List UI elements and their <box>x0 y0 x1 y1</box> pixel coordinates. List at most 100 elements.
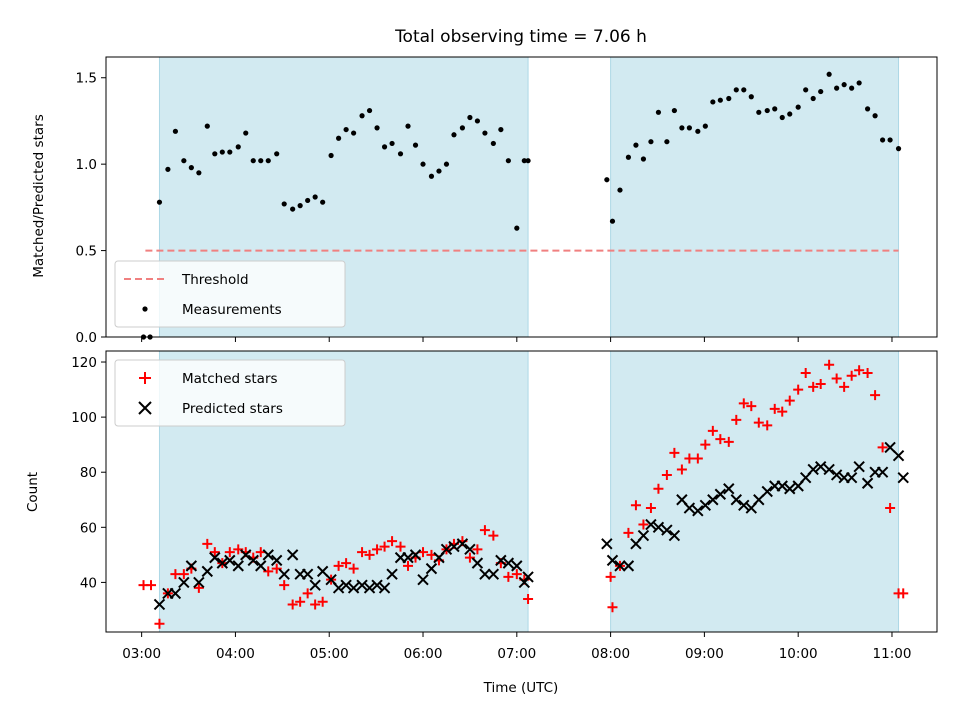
predicted-stars-point <box>518 576 531 589</box>
predicted-stars-point <box>683 502 696 514</box>
measurement-point <box>702 123 708 129</box>
measurement-point <box>880 137 886 143</box>
matched-stars-point <box>372 544 383 555</box>
matched-stars-point <box>661 469 672 480</box>
predicted-stars-point <box>440 543 453 556</box>
legend-label: Measurements <box>182 302 282 318</box>
x-tick-label: 05:00 <box>310 646 349 662</box>
matched-stars-point <box>630 500 641 511</box>
measurement-point <box>741 87 747 93</box>
measurement-point <box>212 151 218 157</box>
x-tick-label: 07:00 <box>497 646 536 662</box>
matched-stars-point <box>777 406 788 417</box>
measurement-point <box>748 94 754 100</box>
matched-stars-point <box>638 519 649 530</box>
matched-stars-point <box>885 503 896 514</box>
matched-stars-point <box>700 439 711 450</box>
measurement-point <box>498 126 504 133</box>
predicted-stars-point <box>471 557 484 569</box>
measurement-point <box>374 125 380 131</box>
legend-label: Matched stars <box>182 371 278 387</box>
predicted-stars-point <box>371 579 383 591</box>
predicted-stars-point <box>645 518 657 531</box>
measurement-point <box>664 139 670 145</box>
measurement-point <box>204 123 210 129</box>
measurement-point <box>381 144 388 150</box>
measurement-point <box>849 85 855 91</box>
predicted-stars-point <box>332 582 345 594</box>
matched-stars-point <box>178 569 189 580</box>
measurement-point <box>633 142 639 148</box>
measurement-point <box>514 225 520 231</box>
predicted-stars-point <box>637 529 650 542</box>
matched-stars-point <box>395 541 406 552</box>
predicted-stars-point <box>614 560 626 572</box>
predicted-stars-point <box>606 554 619 567</box>
matched-stars-point <box>209 547 220 558</box>
legend-predicted-marker <box>138 401 152 415</box>
matched-stars-point <box>357 547 368 558</box>
matched-stars-point <box>808 381 819 392</box>
predicted-stars-point <box>495 554 507 567</box>
measurement-point <box>436 168 442 174</box>
predicted-stars-point <box>262 549 274 561</box>
observing-window-2 <box>610 350 900 633</box>
measurement-point <box>172 128 179 134</box>
x-tick-label: 10:00 <box>779 646 818 662</box>
measurement-point <box>648 139 654 145</box>
predicted-stars-point <box>409 549 422 561</box>
matched-stars-point <box>854 365 865 376</box>
legend-label: Predicted stars <box>182 401 283 417</box>
measurement-point <box>188 165 194 171</box>
measurement-point <box>710 99 716 105</box>
measurement-point <box>397 151 404 157</box>
predicted-stars-point <box>185 560 198 572</box>
measurement-point <box>219 149 225 155</box>
matched-stars-point <box>295 596 306 607</box>
measurement-point <box>467 114 473 121</box>
measurement-point <box>787 111 793 117</box>
measurement-point <box>841 82 847 88</box>
matched-stars-point <box>202 538 213 549</box>
matched-stars-point <box>653 483 664 494</box>
measurement-point <box>856 80 862 86</box>
predicted-stars-point <box>601 538 613 550</box>
measurement-point <box>872 113 878 119</box>
measurement-point <box>640 156 647 162</box>
matched-stars-point <box>715 434 726 445</box>
matched-stars-point <box>605 571 616 582</box>
predicted-stars-point <box>309 579 321 591</box>
legend-matched-marker <box>139 372 151 384</box>
predicted-stars-point <box>153 598 166 611</box>
measurement-point <box>405 123 411 129</box>
predicted-stars-point <box>448 540 460 553</box>
predicted-stars-point <box>316 565 329 578</box>
measurement-point <box>695 128 701 134</box>
matched-stars-point <box>364 549 375 560</box>
measurement-point <box>625 154 632 160</box>
predicted-stars-point <box>897 472 909 484</box>
counts-panel: 40 60 80 100 120 03:00 04:00 05:00 06:00 07:00 08:… <box>71 350 938 662</box>
bottom-y-axis-label: Count <box>25 472 41 512</box>
x-tick-label: 03:00 <box>122 646 161 662</box>
predicted-stars-point <box>692 505 704 517</box>
matched-stars-point <box>348 563 359 574</box>
measurement-point <box>834 85 840 91</box>
measurement-point <box>265 158 271 164</box>
legend-label: Threshold <box>181 272 249 288</box>
measurement-point <box>604 177 610 183</box>
x-axis-label: Time (UTC) <box>483 680 559 696</box>
predicted-stars-point <box>363 582 376 594</box>
predicted-stars-point <box>876 466 889 478</box>
measurement-point <box>243 130 249 136</box>
predicted-stars-point <box>464 543 476 556</box>
measurement-point <box>609 218 616 224</box>
matched-stars-point <box>676 464 687 475</box>
measurement-point <box>258 158 264 164</box>
matched-stars-point <box>379 541 390 552</box>
predicted-stars-point <box>232 560 244 572</box>
measurement-point <box>795 104 801 110</box>
matched-stars-point <box>877 442 888 453</box>
matched-stars-point <box>511 569 522 580</box>
